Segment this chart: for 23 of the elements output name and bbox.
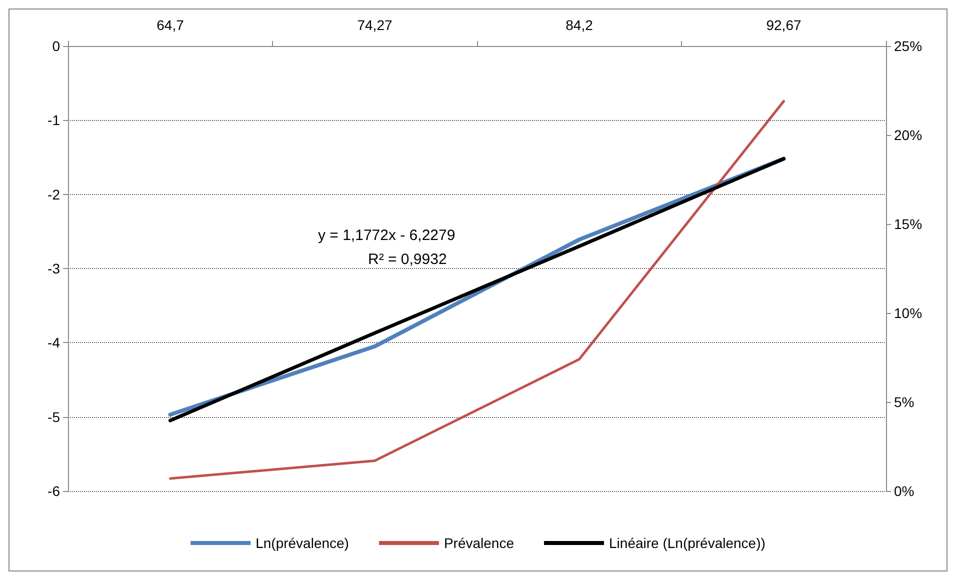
y-tick-label: -1 <box>48 112 60 128</box>
y2-tick-label: 0% <box>894 483 914 499</box>
line-series <box>169 100 785 480</box>
y-tick-label: -4 <box>48 334 60 351</box>
x-tick-label: 64,7 <box>156 17 184 33</box>
y-tick-label: -2 <box>48 186 60 202</box>
x-tick-label: 74,27 <box>357 17 392 33</box>
y2-tick-label: 15% <box>894 216 922 232</box>
x-tick-label: 92,67 <box>766 17 802 33</box>
x-tick-label: 84,2 <box>566 17 594 33</box>
y-tick-label: -5 <box>48 408 60 425</box>
annotation: R² = 0,9932 <box>368 251 447 268</box>
legend-label: Linéaire (Ln(prévalence)) <box>609 535 766 551</box>
y2-tick-label: 10% <box>894 305 922 321</box>
y-tick-label: 0 <box>52 38 60 54</box>
legend-label: Prévalence <box>444 535 514 551</box>
y2-tick-label: 25% <box>894 38 922 54</box>
y2-tick-label: 20% <box>894 127 922 143</box>
y-tick-label: -6 <box>48 483 60 499</box>
y-tick-label: -3 <box>48 260 60 276</box>
legend-label: Ln(prévalence) <box>256 535 349 551</box>
annotation: y = 1,1772x - 6,2279 <box>318 227 456 244</box>
y2-tick-label: 5% <box>894 394 914 410</box>
